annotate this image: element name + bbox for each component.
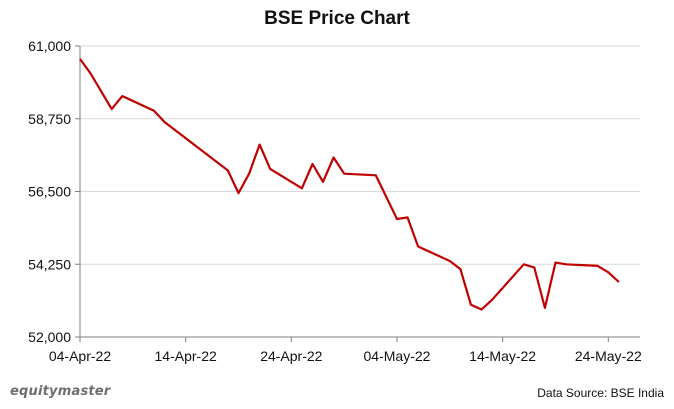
data-source-note: Data Source: BSE India bbox=[537, 386, 664, 400]
y-tick-label: 61,000 bbox=[28, 38, 71, 54]
x-tick-label: 14-Apr-22 bbox=[155, 348, 217, 364]
brand-logo: equitymaster bbox=[10, 384, 111, 399]
x-tick-label: 24-May-22 bbox=[575, 348, 642, 364]
x-tick-label: 04-Apr-22 bbox=[49, 348, 111, 364]
y-tick-label: 58,750 bbox=[28, 111, 71, 127]
x-tick-label: 04-May-22 bbox=[364, 348, 431, 364]
y-tick-label: 56,500 bbox=[28, 184, 71, 200]
x-tick-label: 24-Apr-22 bbox=[260, 348, 322, 364]
chart-title: BSE Price Chart bbox=[264, 8, 410, 29]
y-tick-label: 54,250 bbox=[28, 256, 71, 272]
x-tick-label: 14-May-22 bbox=[469, 348, 536, 364]
series-line bbox=[79, 58, 620, 311]
y-tick-label: 52,000 bbox=[28, 329, 71, 345]
